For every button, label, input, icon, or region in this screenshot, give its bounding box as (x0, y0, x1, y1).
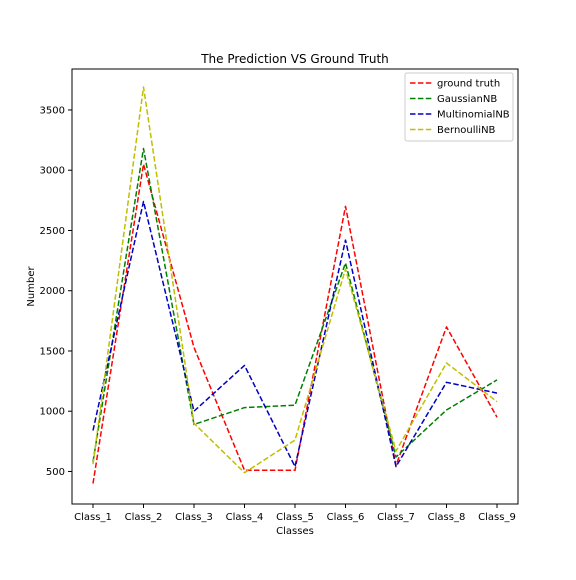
legend: ground truth GaussianNB MultinomialNB Berno… (404, 72, 514, 142)
x-tick-label: Class_3 (175, 512, 213, 523)
x-axis-label: Classes (276, 526, 314, 537)
y-tick-label: 3000 (40, 166, 65, 177)
x-tick-label: Class_4 (226, 512, 264, 523)
x-tick-label: Class_6 (327, 512, 365, 523)
series-line-bernoullinb (92, 86, 498, 474)
legend-label: MultinomialNB (437, 110, 510, 121)
y-tick-label: 2000 (40, 286, 65, 297)
x-tick-label: Class_9 (478, 512, 516, 523)
x-tick-label: Class_7 (377, 512, 415, 523)
x-axis: Class_1 Class_2 Class_3 Class_4 Class_5 Class… (74, 504, 516, 523)
y-axis-label: Number (26, 266, 37, 307)
y-tick-label: 2500 (40, 226, 65, 237)
legend-label: ground truth (437, 79, 500, 90)
x-tick-label: Class_1 (74, 512, 112, 523)
y-tick-label: 1000 (40, 407, 65, 418)
y-tick-label: 3500 (40, 105, 65, 116)
series-layer (92, 86, 498, 484)
y-tick-label: 1500 (40, 346, 65, 357)
legend-label: BernoulliNB (437, 125, 496, 136)
series-line-gaussiannb (92, 147, 498, 462)
y-axis: 500 1000 1500 2000 2500 3000 3500 (40, 105, 72, 478)
chart-title: The Prediction VS Ground Truth (200, 52, 389, 66)
legend-label: GaussianNB (437, 94, 497, 105)
series-line-ground-truth (92, 163, 498, 484)
legend-box (404, 72, 514, 142)
x-tick-label: Class_8 (428, 512, 466, 523)
y-tick-label: 500 (46, 467, 65, 478)
x-tick-label: Class_2 (125, 512, 163, 523)
x-tick-label: Class_5 (276, 512, 314, 523)
